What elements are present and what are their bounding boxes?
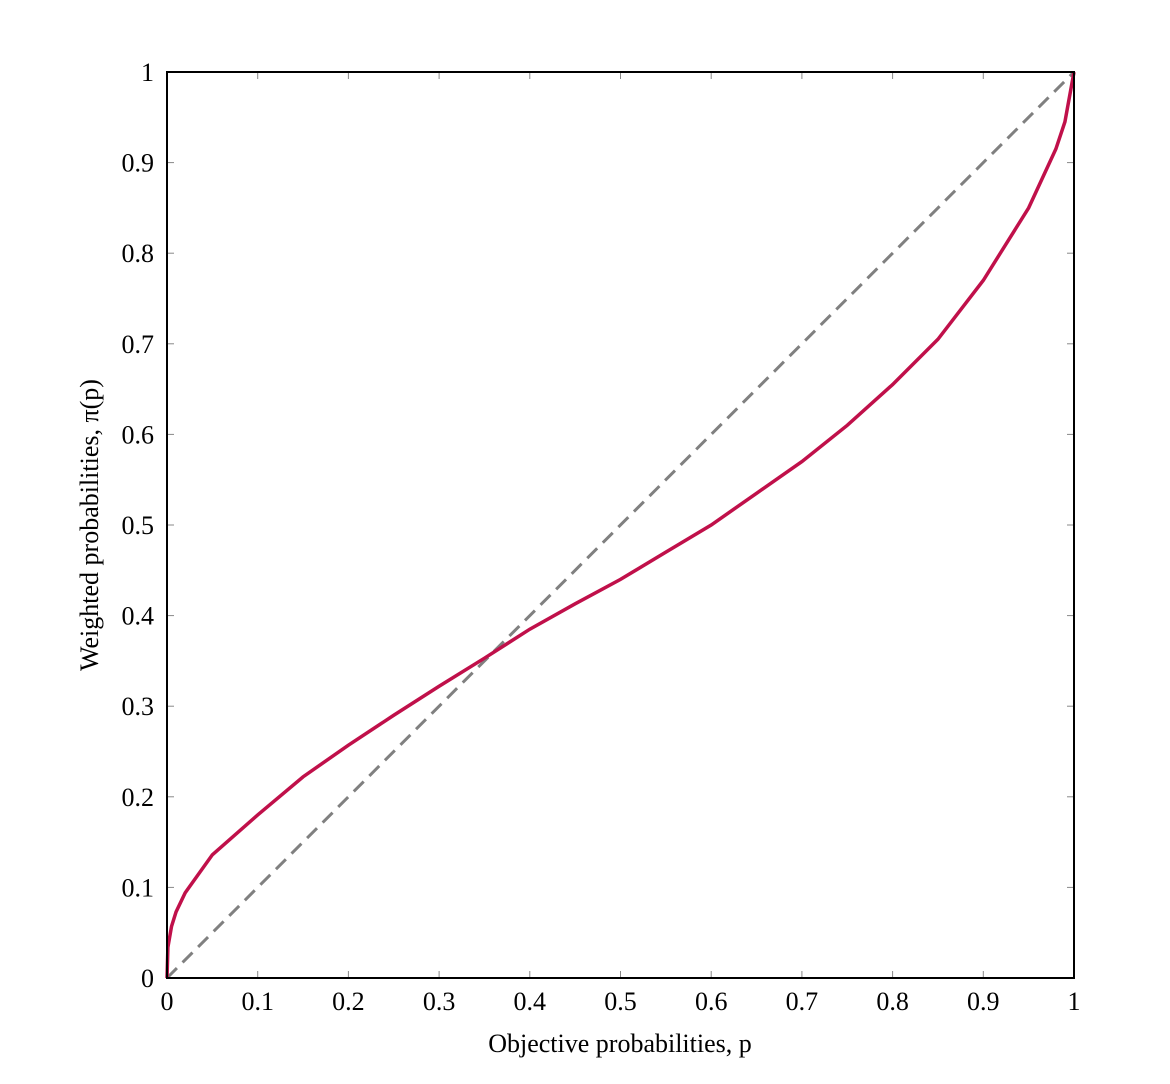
y-tick-label: 0.6: [122, 420, 155, 449]
x-tick-label: 0.8: [876, 987, 909, 1016]
x-tick-label: 0.7: [786, 987, 819, 1016]
y-tick-label: 0.9: [122, 149, 155, 178]
x-tick-label: 0.1: [241, 987, 274, 1016]
x-tick-label: 0.4: [514, 987, 547, 1016]
series-line: [165, 70, 1076, 980]
x-tick-label: 1: [1068, 987, 1081, 1016]
y-tick-label: 0.7: [122, 330, 155, 359]
y-tick-label: 0.8: [122, 239, 155, 268]
y-tick-label: 0.4: [122, 602, 155, 631]
y-tick-label: 0.1: [122, 873, 155, 902]
y-tick-label: 0.3: [122, 692, 155, 721]
x-tick-label: 0.2: [332, 987, 365, 1016]
series-line: [165, 71, 1076, 979]
x-tick-label: 0.9: [967, 987, 1000, 1016]
x-tick-label: 0.5: [604, 987, 637, 1016]
x-tick-label: 0: [161, 987, 174, 1016]
y-tick-label: 0.5: [122, 511, 155, 540]
y-axis-label: Weighted probabilities, π(p): [75, 379, 104, 671]
y-tick-label: 0: [141, 964, 154, 993]
x-axis-label: Objective probabilities, p: [488, 1029, 752, 1058]
y-tick-label: 0.2: [122, 783, 155, 812]
y-tick-label: 1: [141, 58, 154, 87]
x-tick-label: 0.3: [423, 987, 456, 1016]
plot-frame: [166, 71, 1075, 979]
x-tick-label: 0.6: [695, 987, 728, 1016]
